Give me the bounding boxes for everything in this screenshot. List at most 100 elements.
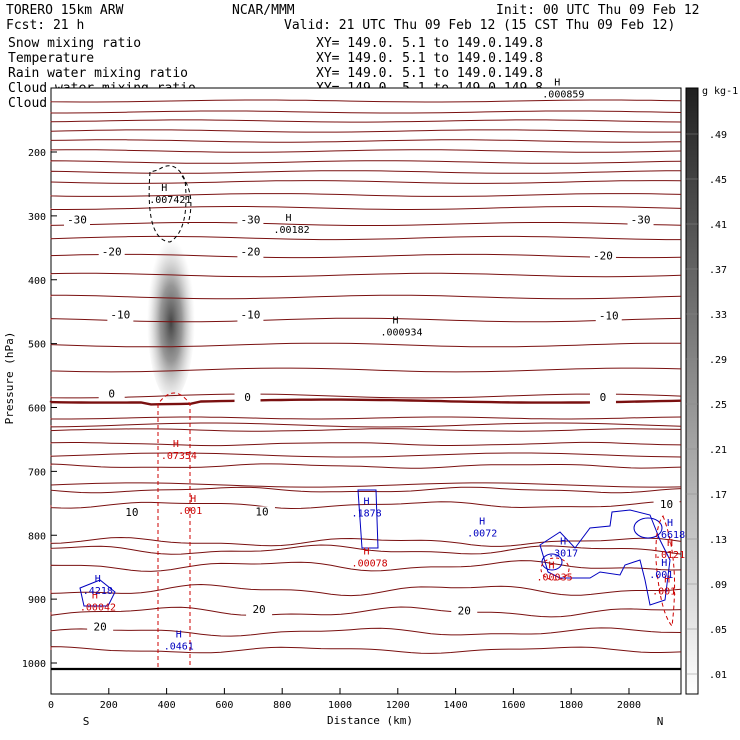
max-value: .0461 — [164, 642, 194, 653]
snow-contour — [148, 165, 187, 243]
y-tick-label: 400 — [28, 276, 46, 287]
isotherm-line — [50, 463, 682, 469]
colorbar-tick-label: .17 — [709, 490, 727, 501]
isotherm-label: 20 — [252, 603, 265, 616]
isotherm-label-bg — [653, 498, 680, 511]
isotherm-label-bg — [234, 392, 261, 405]
snow-shading — [147, 230, 195, 400]
isotherm-label-bg — [98, 388, 125, 401]
init-time: Init: 00 UTC Thu 09 Feb 12 — [496, 3, 700, 18]
isotherm-line — [50, 441, 682, 447]
x-tick-label: 200 — [100, 700, 118, 711]
isotherm-line — [50, 139, 682, 143]
x-tick-label: 1800 — [559, 700, 583, 711]
y-tick-label: 600 — [28, 404, 46, 415]
max-marker: H — [161, 183, 167, 194]
max-marker: H — [176, 630, 182, 641]
isotherm-label: -10 — [110, 309, 130, 322]
isotherm-lines — [49, 99, 682, 654]
colorbar-tick-label: .37 — [709, 265, 727, 276]
isotherm-label-bg — [451, 605, 478, 618]
isotherm-label-bg — [589, 392, 616, 405]
isotherm-label: 20 — [94, 620, 107, 633]
y-tick-label: 1000 — [22, 659, 46, 670]
isotherm-line — [50, 253, 682, 259]
isotherm-line — [50, 342, 681, 348]
center-label: NCAR/MMM — [232, 3, 295, 18]
isotherm-label-bg — [246, 604, 273, 617]
cloud-contour — [539, 509, 671, 606]
isotherm-line — [50, 317, 682, 323]
isotherm-label-bg — [248, 506, 275, 519]
isotherm-line — [50, 193, 682, 197]
x-tick-label: 1400 — [444, 700, 468, 711]
colorbar-tick-label: .05 — [709, 625, 727, 636]
x-tick-label: 600 — [215, 700, 233, 711]
colorbar-tick-label: .33 — [709, 310, 727, 321]
x-axis: 0 200 400 600 800 1000 1200 1400 1600 1800 2000 — [48, 688, 641, 711]
isotherm-line — [50, 606, 682, 618]
isotherm-label-bg — [98, 246, 125, 259]
max-marker: H — [560, 536, 566, 547]
max-value: .1878 — [352, 509, 382, 520]
isotherm-label: -30 — [240, 214, 260, 227]
isotherm-line — [50, 583, 682, 597]
y-tick-label: 700 — [28, 467, 46, 478]
isotherm-label: 20 — [458, 604, 471, 617]
isotherm-label-bg — [237, 246, 264, 259]
isotherm-line — [50, 222, 682, 226]
max-value: .00042 — [80, 603, 116, 614]
colorbar-ticks: .49 .45 .41 .37 .33 .29 .25 .21 .17 .13 .09 .05 .01 — [686, 130, 727, 681]
legend-xy: XY= 149.0. 5.1 to 149.0.149.8 — [316, 51, 543, 66]
colorbar-unit: g kg-1 — [702, 86, 738, 97]
isotherm-label: 0 — [244, 391, 251, 404]
cloud-contour — [633, 517, 663, 539]
isotherm-label: 0 — [108, 387, 115, 400]
legend-label: Rain water mixing ratio — [8, 66, 188, 81]
isotherm-label-bg — [118, 507, 145, 520]
isotherm-label: -20 — [240, 245, 260, 258]
isotherm-line — [50, 367, 682, 373]
model-title: TORERO 15km ARW — [6, 3, 124, 18]
isotherm-line — [50, 393, 682, 399]
max-value: .00035 — [537, 573, 573, 584]
max-marker: H — [190, 494, 196, 505]
isotherm-label-bg — [107, 309, 134, 322]
rain-contour — [655, 515, 676, 628]
isotherm-label-bg — [627, 214, 654, 227]
max-marker: H — [479, 517, 485, 528]
isotherm-line — [50, 160, 682, 164]
colorbar-tick-label: .21 — [709, 445, 727, 456]
max-marker: H — [661, 558, 667, 569]
isotherm-line — [50, 428, 682, 432]
legend-xy: XY= 149.0. 5.1 to 149.0.149.8 — [316, 66, 543, 81]
isotherm-line — [50, 119, 682, 123]
max-value: .001 — [649, 570, 673, 581]
x-tick-label: 1600 — [501, 700, 525, 711]
isotherm-line — [50, 500, 682, 510]
cloud-contour — [79, 579, 116, 607]
isotherm-label: -20 — [593, 249, 613, 262]
x-tick-label: 1200 — [386, 700, 410, 711]
forecast-hour: Fcst: 21 h — [6, 18, 84, 33]
isotherm-line — [50, 422, 682, 428]
isotherm-labels: -30 -30 -30 -20 -20 -20 -10 -10 -10 0 0 0 10 10 10 20 20… — [64, 214, 680, 634]
isotherm-label-bg — [64, 214, 91, 227]
south-label: S — [83, 715, 90, 728]
isotherm-line — [50, 99, 682, 103]
rain-contour — [540, 557, 570, 581]
isotherm-label-bg — [87, 621, 114, 634]
colorbar-tick-label: .25 — [709, 400, 727, 411]
y-tick-label: 500 — [28, 340, 46, 351]
freezing-line — [49, 398, 682, 406]
colorbar-tick-label: .45 — [709, 175, 727, 186]
isotherm-line — [50, 206, 682, 210]
isotherm-line — [50, 170, 682, 174]
max-value: .0072 — [467, 529, 497, 540]
isotherm-line — [50, 235, 681, 241]
y-tick-label: 200 — [28, 148, 46, 159]
max-value: .001 — [178, 506, 202, 517]
isotherm-label: -30 — [631, 214, 651, 227]
x-tick-label: 2000 — [617, 700, 641, 711]
max-marker: H — [364, 497, 370, 508]
